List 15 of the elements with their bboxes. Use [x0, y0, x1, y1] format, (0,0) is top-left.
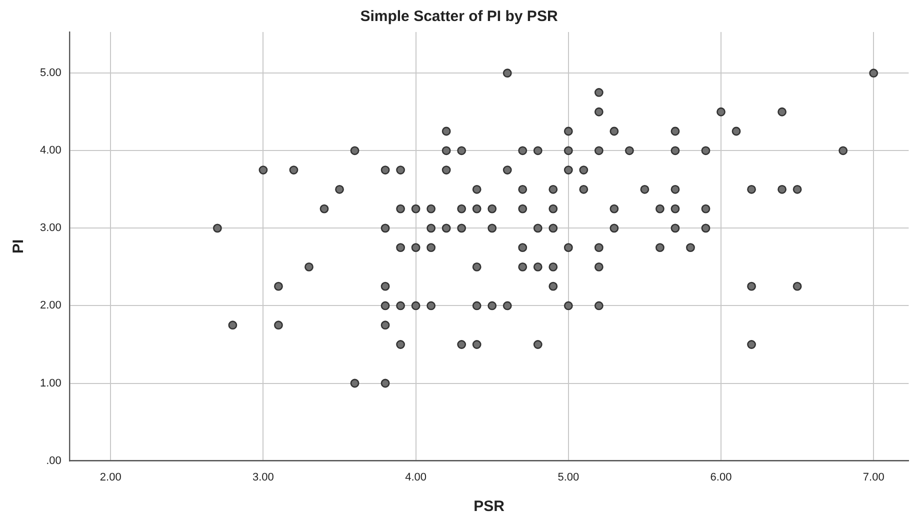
y-tick-label: 1.00 — [40, 377, 62, 390]
y-axis-title: PI — [10, 239, 28, 254]
x-tick-label: 4.00 — [405, 471, 427, 484]
x-tick-label: 6.00 — [710, 471, 732, 484]
x-tick-label: 7.00 — [862, 471, 884, 484]
y-tick-label: 4.00 — [40, 144, 62, 157]
x-tick-label: 2.00 — [100, 471, 122, 484]
y-tick-label: 5.00 — [40, 67, 62, 80]
y-tick-label: 3.00 — [40, 222, 62, 234]
x-tick-label: 3.00 — [252, 471, 274, 484]
y-tick-label: .00 — [46, 454, 62, 467]
chart-title: Simple Scatter of PI by PSR — [360, 8, 558, 26]
x-tick-label: 5.00 — [558, 471, 580, 484]
y-tick-label: 2.00 — [40, 300, 62, 312]
x-axis-title: PSR — [474, 498, 505, 516]
